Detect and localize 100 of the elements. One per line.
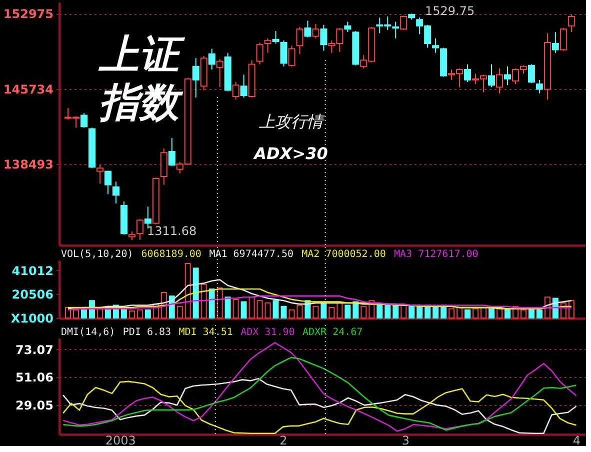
x-tick-label: 3 [402,434,410,448]
text: ADXR 24.67 [302,327,363,338]
y-tick-label: 138493 [3,158,54,172]
bar [384,304,391,318]
bar [400,304,407,318]
series-label: ADX 31.90 [240,327,295,338]
candlestick [536,79,543,94]
candlestick [160,148,168,186]
candlestick [272,30,280,44]
candlestick [488,64,496,88]
bar [248,296,255,318]
bar [136,309,143,318]
candlestick [280,40,288,67]
candlestick [192,58,200,98]
text: MA2 7000052.00 [302,249,386,260]
bar [448,308,455,318]
bar [536,309,542,318]
chart-title: VOL(5,10,20) [61,249,134,260]
bar [472,308,479,318]
bar [232,298,239,318]
y-tick-label: 20506 [12,288,54,302]
y-tick-label: 145734 [3,82,54,96]
line-series [62,356,577,431]
candlestick [560,27,567,52]
bar [192,268,199,318]
y-tick-label: 29.05 [16,398,54,412]
y-tick-label: 73.07 [16,342,54,357]
bar [104,309,111,318]
bar [240,301,247,318]
candlestick [216,58,224,88]
text: PDI 6.83 [122,327,172,338]
bar [320,302,327,318]
chart-title: DMI(14,6) [61,327,116,338]
candlestick [168,138,176,167]
y-tick-label: 41012 [12,264,54,278]
annotation: ADX>30 [252,144,328,163]
candlestick [392,21,400,39]
candlestick [528,64,535,84]
candlestick [136,218,144,240]
candlestick [112,181,120,204]
bar [392,304,399,318]
candlestick [208,48,216,70]
line-series [67,295,572,311]
line-series [67,288,572,310]
bar [288,309,295,318]
bar [360,306,367,318]
annotation: 上攻行情 [259,112,325,131]
text: MDI 34.51 [178,327,233,338]
bar [264,302,271,318]
bar [184,262,191,318]
bar [456,307,463,318]
annotation: 6068189.00 [141,249,202,260]
y-tick-label: X1000 [10,312,54,326]
candlestick [256,42,264,65]
bar [200,284,207,318]
bar [144,309,151,318]
candlestick [344,21,352,33]
bar [416,306,423,318]
bar [408,304,415,318]
candlestick [232,81,240,100]
candlestick [312,23,320,39]
bar [376,304,383,318]
bar [128,310,135,318]
candlestick [264,38,272,54]
bar [224,296,231,318]
x-tick-label: 2003 [105,434,136,448]
bar [208,288,215,318]
candlestick [240,74,248,98]
candlestick [104,170,112,195]
bar [480,307,487,318]
text: 上证指数 [98,32,186,126]
candlestick [288,45,296,67]
candlestick [432,38,440,54]
bar [328,307,335,318]
candlestick [504,66,511,86]
candlestick [568,14,575,33]
bar [344,304,351,318]
bar [296,304,303,318]
line-series [62,342,577,432]
bar [336,302,343,318]
bar [488,308,495,318]
bar [80,309,87,318]
candlestick [400,15,408,31]
x-tick-label: 2 [280,434,288,448]
bar [568,300,574,318]
x-tick-label: 4 [572,434,581,448]
text: MA3 7127617.00 [394,249,478,260]
bar [312,306,319,318]
candlestick [96,164,104,184]
annotation: 1529.75 [425,4,475,18]
candlestick [496,68,503,94]
bar [432,306,439,318]
bar [464,309,471,318]
bar [72,309,79,318]
candlestick [80,112,88,128]
candlestick [552,32,559,54]
candlestick [320,24,328,52]
candlestick [304,20,312,38]
candlestick [464,64,472,82]
candlestick [296,26,304,54]
